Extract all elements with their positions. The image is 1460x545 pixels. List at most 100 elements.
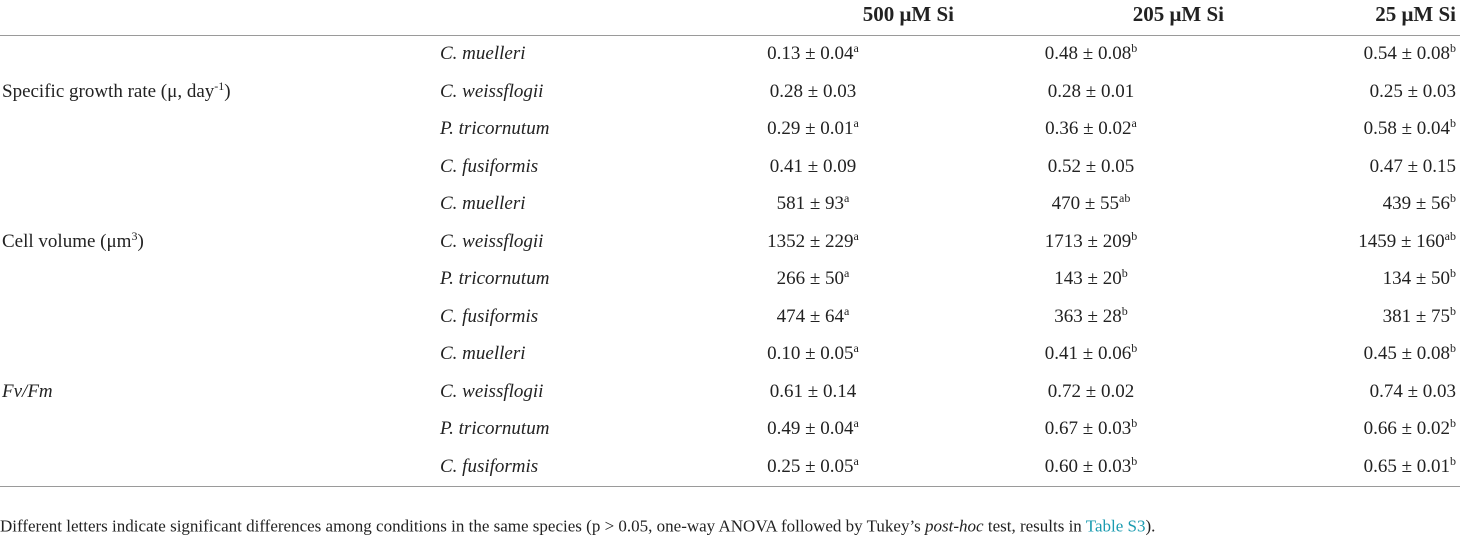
value-text: 0.60 ± 0.03	[1044, 455, 1132, 477]
parameter-label: Specific growth rate (μ, day-1)	[2, 80, 231, 102]
parameter-cell	[0, 35, 430, 73]
value-205-cell: 0.36 ± 0.02a	[960, 111, 1258, 149]
value-text: 470 ± 55	[1051, 193, 1120, 215]
value-25-cell: 381 ± 75b	[1258, 298, 1460, 336]
value-text: 0.28 ± 0.03	[769, 80, 857, 102]
table-s3-link[interactable]: Table S3	[1085, 516, 1146, 536]
value-500-cell: 0.41 ± 0.09	[690, 148, 960, 186]
header-species	[430, 0, 690, 36]
significance-letter: ab	[1444, 228, 1456, 243]
significance-letter: b	[1131, 416, 1138, 431]
value-500-cell: 0.13 ± 0.04a	[690, 35, 960, 73]
significance-letter: a	[844, 266, 850, 281]
parameter-label: Cell volume (μm3)	[2, 228, 144, 252]
value-205-cell: 0.28 ± 0.01	[960, 73, 1258, 111]
header-row: 500 μM Si 205 μM Si 25 μM Si	[0, 0, 1460, 36]
footnote-text: Different letters indicate significant d…	[0, 516, 926, 536]
parameter-cell	[0, 448, 430, 487]
significance-letter: b	[1131, 453, 1138, 468]
species-cell: C. fusiformis	[440, 155, 539, 177]
value-205-cell: 0.52 ± 0.05	[960, 148, 1258, 186]
header-205-um-si: 205 μM Si	[960, 0, 1258, 36]
parameter-label-superscript: 3	[131, 228, 138, 243]
value-25-cell: 134 ± 50b	[1258, 261, 1460, 299]
value-205-cell: 363 ± 28b	[960, 298, 1258, 336]
parameter-cell	[0, 298, 430, 336]
table-row: Cell volume (μm3) C. weissflogii 1352 ± 22…	[0, 223, 1460, 261]
significance-letter: b	[1450, 191, 1456, 206]
results-table: 500 μM Si 205 μM Si 25 μM Si C. muelleri…	[0, 0, 1460, 487]
parameter-cell	[0, 111, 430, 149]
species-cell: C. muelleri	[440, 193, 526, 215]
parameter-label-text: Specific growth rate (μ, day	[2, 80, 215, 102]
significance-letter: b	[1450, 303, 1456, 318]
table-row: P. tricornutum 266 ± 50a 143 ± 20b 134 ± 50…	[0, 261, 1460, 299]
significance-letter: a	[853, 341, 859, 356]
value-500-cell: 0.29 ± 0.01a	[690, 111, 960, 149]
value-500-cell: 0.25 ± 0.05a	[690, 448, 960, 487]
table-row: C. muelleri 0.13 ± 0.04a 0.48 ± 0.08b 0.54 …	[0, 35, 1460, 73]
value-205-cell: 0.60 ± 0.03b	[960, 448, 1258, 487]
value-25-cell: 0.54 ± 0.08b	[1258, 35, 1460, 73]
species-cell: C. fusiformis	[430, 448, 690, 487]
species-cell: C. weissflogii	[440, 230, 544, 252]
value-text: 0.25 ± 0.03	[1369, 80, 1456, 102]
value-500-cell: 1352 ± 229a	[690, 223, 960, 261]
table-footnote: Different letters indicate significant d…	[0, 518, 1155, 535]
value-25-cell: 439 ± 56b	[1258, 186, 1460, 224]
value-text: 581 ± 93	[776, 193, 845, 215]
value-25-cell: 0.74 ± 0.03	[1258, 373, 1460, 411]
species-cell: C. fusiformis	[440, 305, 539, 327]
parameter-cell: Specific growth rate (μ, day-1)	[0, 73, 430, 111]
table-row: P. tricornutum 0.29 ± 0.01a 0.36 ± 0.02a 0.…	[0, 111, 1460, 149]
value-text: 1352 ± 229	[767, 230, 854, 252]
results-table-container: 500 μM Si 205 μM Si 25 μM Si C. muelleri…	[0, 0, 1460, 487]
table-row: C. muelleri 581 ± 93a 470 ± 55ab 439 ± 56b	[0, 186, 1460, 224]
significance-letter: b	[1450, 341, 1456, 356]
species-cell: P. tricornutum	[440, 268, 550, 290]
significance-letter: a	[844, 191, 850, 206]
parameter-cell	[0, 186, 430, 224]
significance-letter: b	[1450, 453, 1456, 468]
parameter-cell	[0, 261, 430, 299]
value-205-cell: 143 ± 20b	[960, 261, 1258, 299]
value-text: 0.41 ± 0.06	[1044, 343, 1132, 365]
significance-letter: a	[853, 416, 859, 431]
value-text: 0.58 ± 0.04	[1363, 118, 1450, 140]
value-text: 0.29 ± 0.01	[767, 118, 854, 140]
table-body: C. muelleri 0.13 ± 0.04a 0.48 ± 0.08b 0.54 …	[0, 35, 1460, 487]
species-cell: P. tricornutum	[440, 418, 550, 440]
footnote-text-2: test, results in	[983, 516, 1086, 536]
parameter-label-text: Cell volume (μm	[2, 230, 132, 252]
significance-letter: a	[844, 303, 850, 318]
parameter-cell: Cell volume (μm3)	[0, 223, 430, 261]
significance-letter: a	[853, 453, 859, 468]
parameter-label: Fv/Fm	[2, 381, 53, 402]
value-25-cell: 1459 ± 160ab	[1258, 223, 1460, 261]
value-text: 266 ± 50	[776, 268, 845, 290]
value-25-cell: 0.58 ± 0.04b	[1258, 111, 1460, 149]
value-text: 0.45 ± 0.08	[1363, 343, 1450, 365]
table-row: C. fusiformis 474 ± 64a 363 ± 28b 381 ± 75b	[0, 298, 1460, 336]
significance-letter: b	[1450, 416, 1456, 431]
significance-letter: b	[1131, 41, 1138, 56]
significance-letter: b	[1131, 341, 1138, 356]
value-text: 134 ± 50	[1382, 268, 1450, 290]
value-text: 0.66 ± 0.02	[1363, 418, 1450, 440]
value-text: 1713 ± 209	[1044, 230, 1132, 252]
value-205-cell: 0.48 ± 0.08b	[960, 35, 1258, 73]
significance-letter: b	[1131, 228, 1138, 243]
parameter-cell: Fv/Fm	[0, 373, 430, 411]
species-cell: P. tricornutum	[440, 118, 550, 140]
value-205-cell: 0.67 ± 0.03b	[960, 411, 1258, 449]
value-25-cell: 0.66 ± 0.02b	[1258, 411, 1460, 449]
value-text: 0.49 ± 0.04	[767, 418, 854, 440]
table-row: Fv/Fm C. weissflogii 0.61 ± 0.14 0.72 ± 0.0…	[0, 373, 1460, 411]
value-500-cell: 0.49 ± 0.04a	[690, 411, 960, 449]
value-205-cell: 470 ± 55ab	[960, 186, 1258, 224]
value-text: 0.61 ± 0.14	[769, 380, 857, 402]
value-text: 0.52 ± 0.05	[1047, 155, 1135, 177]
value-text: 1459 ± 160	[1358, 230, 1445, 252]
parameter-cell	[0, 148, 430, 186]
value-text: 363 ± 28	[1054, 305, 1122, 327]
